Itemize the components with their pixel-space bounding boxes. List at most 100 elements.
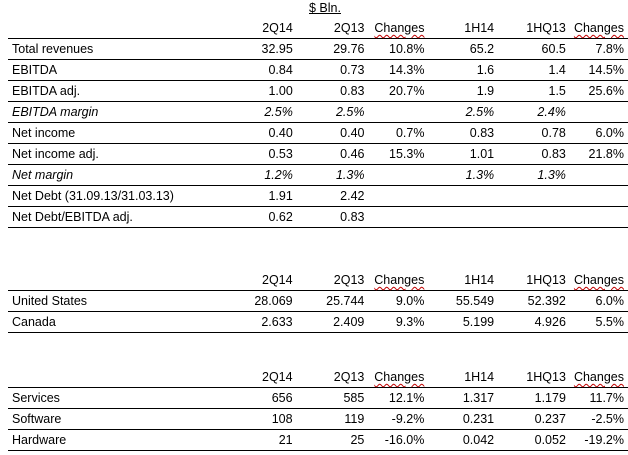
- table-cell: 52.392: [498, 290, 570, 312]
- row-label: EBITDA adj.: [8, 80, 218, 102]
- table-row: Net margin 1.2% 1.3% 1.3% 1.3%: [8, 164, 628, 186]
- table-cell: -19.2%: [569, 429, 628, 451]
- table-cell: 0.231: [428, 408, 499, 430]
- table-row: Hardware 21 25 -16.0% 0.042 0.052 -19.2%: [8, 429, 628, 451]
- table-cell: [368, 164, 429, 186]
- table-cell: 14.5%: [569, 59, 628, 81]
- table-cell: 1.01: [428, 143, 499, 165]
- table-cell: [368, 185, 429, 207]
- table-cell: 29.76: [296, 38, 369, 60]
- table-cell: 15.3%: [368, 143, 429, 165]
- table-cell: 1.6: [428, 59, 499, 81]
- table-cell: 2.409: [296, 311, 369, 333]
- row-label: EBITDA: [8, 59, 218, 81]
- revenue-by-segment-table: 2Q14 2Q13 Changes 1H14 1HQ13 Changes Ser…: [8, 367, 628, 451]
- header-cell: [8, 18, 217, 39]
- table-cell: 1.2%: [217, 164, 297, 186]
- table-cell: 0.83: [296, 206, 369, 228]
- table-cell: 5.199: [428, 311, 499, 333]
- table-cell: 0.83: [428, 122, 499, 144]
- table-cell: 0.78: [498, 122, 570, 144]
- table-cell: 6.0%: [569, 122, 628, 144]
- table-row: EBITDA adj. 1.00 0.83 20.7% 1.9 1.5 25.6…: [8, 80, 628, 102]
- table-cell: 1.91: [217, 185, 297, 207]
- table-cell: 0.052: [498, 429, 570, 451]
- header-cell: Changes: [573, 370, 624, 384]
- table-row: Software 108 119 -9.2% 0.231 0.237 -2.5%: [8, 408, 628, 430]
- table-cell: 0.73: [296, 59, 369, 81]
- financial-summary-table: 2Q14 2Q13 Changes 1H14 1HQ13 Changes Tot…: [8, 18, 628, 228]
- table-cell: 0.83: [498, 143, 570, 165]
- header-cell: 1HQ13: [526, 21, 566, 35]
- table-row: EBITDA 0.84 0.73 14.3% 1.6 1.4 14.5%: [8, 59, 628, 81]
- unit-caption: $ Bln.: [0, 1, 628, 17]
- table-cell: 12.1%: [368, 387, 429, 409]
- table-cell: [368, 206, 429, 228]
- header-cell: Changes: [573, 21, 624, 35]
- table-cell: 1.4: [498, 59, 570, 81]
- table-cell: 60.5: [498, 38, 570, 60]
- table-cell: 119: [296, 408, 369, 430]
- unit-label: $ Bln.: [309, 1, 341, 15]
- header-cell: 1HQ13: [526, 273, 566, 287]
- table-cell: 25.744: [296, 290, 369, 312]
- table-cell: [569, 206, 628, 228]
- table-cell: 1.00: [217, 80, 297, 102]
- table-cell: 32.95: [217, 38, 297, 60]
- table-row: Net income 0.40 0.40 0.7% 0.83 0.78 6.0%: [8, 122, 628, 144]
- table-cell: 14.3%: [368, 59, 429, 81]
- table-cell: 0.042: [428, 429, 499, 451]
- table-cell: 0.40: [296, 122, 369, 144]
- table-cell: 656: [216, 387, 297, 409]
- header-cell: 2Q14: [262, 370, 293, 384]
- table-cell: 2.5%: [217, 101, 297, 123]
- table-cell: -16.0%: [368, 429, 429, 451]
- table-cell: [569, 101, 628, 123]
- table-cell: 9.0%: [368, 290, 429, 312]
- row-label: United States: [8, 290, 217, 312]
- table-cell: 0.83: [296, 80, 369, 102]
- table-cell: 2.4%: [498, 101, 570, 123]
- header-cell: Changes: [573, 273, 624, 287]
- row-label: Software: [8, 408, 217, 430]
- header-cell: [8, 367, 217, 388]
- table-cell: 2.42: [296, 185, 369, 207]
- table-cell: 2.633: [216, 311, 297, 333]
- table-cell: 0.62: [217, 206, 297, 228]
- table-cell: 7.8%: [569, 38, 628, 60]
- table-cell: 585: [296, 387, 369, 409]
- header-cell: 1H14: [464, 370, 495, 384]
- table-cell: 1.317: [428, 387, 499, 409]
- table-cell: 65.2: [428, 38, 499, 60]
- table-cell: 0.84: [217, 59, 297, 81]
- table-cell: -9.2%: [368, 408, 429, 430]
- table-cell: 10.8%: [368, 38, 429, 60]
- row-label: Net Debt/EBITDA adj.: [8, 206, 218, 228]
- table-cell: 20.7%: [368, 80, 429, 102]
- header-cell: 2Q14: [262, 21, 293, 35]
- table-cell: 6.0%: [569, 290, 628, 312]
- revenue-by-country-table: 2Q14 2Q13 Changes 1H14 1HQ13 Changes Uni…: [8, 270, 628, 333]
- table-cell: 11.7%: [569, 387, 628, 409]
- row-label: Net income adj.: [8, 143, 218, 165]
- table-cell: -2.5%: [569, 408, 628, 430]
- table-row: Net Debt (31.09.13/31.03.13) 1.91 2.42: [8, 185, 628, 207]
- table-header-row: 2Q14 2Q13 Changes 1H14 1HQ13 Changes: [8, 367, 628, 388]
- table-cell: 1.3%: [296, 164, 369, 186]
- header-cell: 1H14: [464, 273, 495, 287]
- table-cell: 0.40: [217, 122, 297, 144]
- header-cell: Changes: [374, 370, 425, 384]
- header-cell: 2Q13: [333, 370, 365, 384]
- table-cell: 2.5%: [428, 101, 499, 123]
- table-cell: 4.926: [498, 311, 570, 333]
- table-header-row: 2Q14 2Q13 Changes 1H14 1HQ13 Changes: [8, 270, 628, 291]
- row-label: Net margin: [8, 164, 218, 186]
- row-label: Canada: [8, 311, 217, 333]
- header-cell: 1H14: [464, 21, 495, 35]
- header-cell: 1HQ13: [526, 370, 566, 384]
- table-cell: 0.53: [217, 143, 297, 165]
- table-cell: [498, 185, 570, 207]
- table-cell: 55.549: [428, 290, 499, 312]
- table-cell: 28.069: [216, 290, 297, 312]
- row-label: Net income: [8, 122, 218, 144]
